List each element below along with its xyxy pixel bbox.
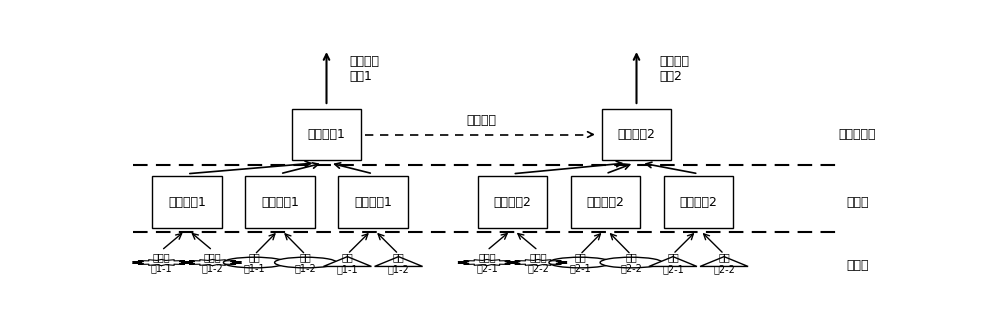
FancyBboxPatch shape [602,109,671,160]
Text: 风电
场2-1: 风电 场2-1 [569,252,591,273]
Text: 水电电源1: 水电电源1 [354,196,392,209]
Polygon shape [649,257,697,266]
Polygon shape [323,257,371,266]
FancyBboxPatch shape [478,176,547,228]
Polygon shape [509,259,567,266]
Polygon shape [458,259,516,266]
Polygon shape [184,259,241,266]
Text: 水电
站2-1: 水电 站2-1 [662,252,684,274]
Polygon shape [375,257,423,266]
FancyBboxPatch shape [152,176,222,228]
FancyBboxPatch shape [245,176,315,228]
Text: 光伏电
站1-2: 光伏电 站1-2 [202,252,223,273]
FancyBboxPatch shape [292,109,361,160]
Text: 风电电源2: 风电电源2 [587,196,624,209]
Text: 联合电源1: 联合电源1 [308,128,345,141]
Text: 电源层: 电源层 [846,196,869,209]
Text: 风电
场1-2: 风电 场1-2 [295,252,316,273]
Ellipse shape [600,257,662,268]
Text: 电力送出
通道1: 电力送出 通道1 [350,55,380,83]
Text: 风电电源1: 风电电源1 [261,196,299,209]
FancyBboxPatch shape [571,176,640,228]
Text: 水电
站1-2: 水电 站1-2 [388,252,409,274]
Text: 联合电源2: 联合电源2 [618,128,655,141]
Text: 水电
站2-2: 水电 站2-2 [713,252,735,274]
Text: 光伏电
站2-1: 光伏电 站2-1 [476,252,498,273]
FancyBboxPatch shape [664,176,733,228]
Text: 电力送出
通道2: 电力送出 通道2 [660,55,690,83]
Polygon shape [133,259,190,266]
Text: 光伏电
站2-2: 光伏电 站2-2 [527,252,549,273]
Text: 水力联系: 水力联系 [466,114,496,127]
Text: 电站层: 电站层 [846,259,869,272]
Text: 水电电源2: 水电电源2 [680,196,717,209]
Text: 风电
场2-2: 风电 场2-2 [620,252,642,273]
Polygon shape [700,257,748,266]
Ellipse shape [275,257,337,268]
Ellipse shape [223,257,285,268]
Text: 光伏电源1: 光伏电源1 [168,196,206,209]
Text: 水电
站1-1: 水电 站1-1 [337,252,358,274]
Text: 风电
场1-1: 风电 场1-1 [244,252,265,273]
Text: 光伏电
站1-1: 光伏电 站1-1 [151,252,172,273]
Text: 光伏电源2: 光伏电源2 [494,196,531,209]
FancyBboxPatch shape [338,176,408,228]
Ellipse shape [549,257,611,268]
Text: 联合电源层: 联合电源层 [839,128,876,141]
